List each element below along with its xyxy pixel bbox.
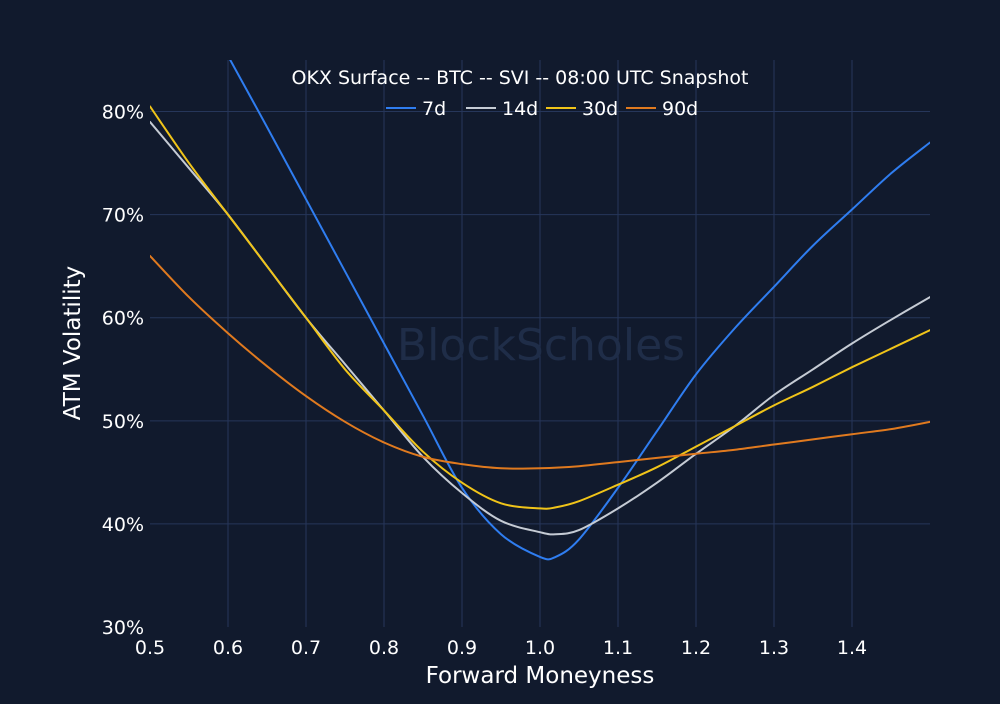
- series-line-7d: [229, 60, 930, 561]
- legend-item-90d[interactable]: 90d: [626, 98, 698, 120]
- x-tick-label: 0.9: [447, 637, 477, 659]
- y-axis-label: ATM Volatility: [60, 266, 86, 420]
- chart-title: OKX Surface -- BTC -- SVI -- 08:00 UTC S…: [291, 67, 748, 89]
- x-tick-label: 1.3: [759, 637, 789, 659]
- tick-layer: 0.5 0.6 0.7 0.8 0.9 1.0 1.1 1.2 1.3 1.4 30% 40% 50% 6…: [102, 102, 867, 659]
- x-tick-label: 0.5: [135, 637, 165, 659]
- legend-item-30d[interactable]: 30d: [546, 98, 618, 120]
- series-layer: [150, 60, 930, 561]
- x-tick-label: 0.7: [291, 637, 321, 659]
- legend-label: 7d: [422, 98, 446, 120]
- watermark: BlockScholes: [397, 320, 685, 371]
- series-line-30d: [150, 105, 930, 510]
- legend-label: 30d: [582, 98, 618, 120]
- series-line-90d: [150, 254, 930, 470]
- x-tick-label: 1.0: [525, 637, 555, 659]
- y-tick-label: 70%: [102, 205, 144, 227]
- x-tick-label: 0.6: [213, 637, 243, 659]
- x-tick-label: 1.1: [603, 637, 633, 659]
- x-axis-label: Forward Moneyness: [426, 663, 655, 689]
- y-tick-label: 40%: [102, 514, 144, 536]
- legend-label: 90d: [662, 98, 698, 120]
- x-tick-label: 0.8: [369, 637, 399, 659]
- y-tick-label: 30%: [102, 617, 144, 639]
- y-tick-label: 50%: [102, 411, 144, 433]
- y-tick-label: 80%: [102, 102, 144, 124]
- x-tick-label: 1.4: [837, 637, 867, 659]
- y-tick-label: 60%: [102, 308, 144, 330]
- legend-item-14d[interactable]: 14d: [466, 98, 538, 120]
- legend-label: 14d: [502, 98, 538, 120]
- x-tick-label: 1.2: [681, 637, 711, 659]
- legend: 7d 14d 30d 90d: [386, 98, 698, 120]
- legend-item-7d[interactable]: 7d: [386, 98, 446, 120]
